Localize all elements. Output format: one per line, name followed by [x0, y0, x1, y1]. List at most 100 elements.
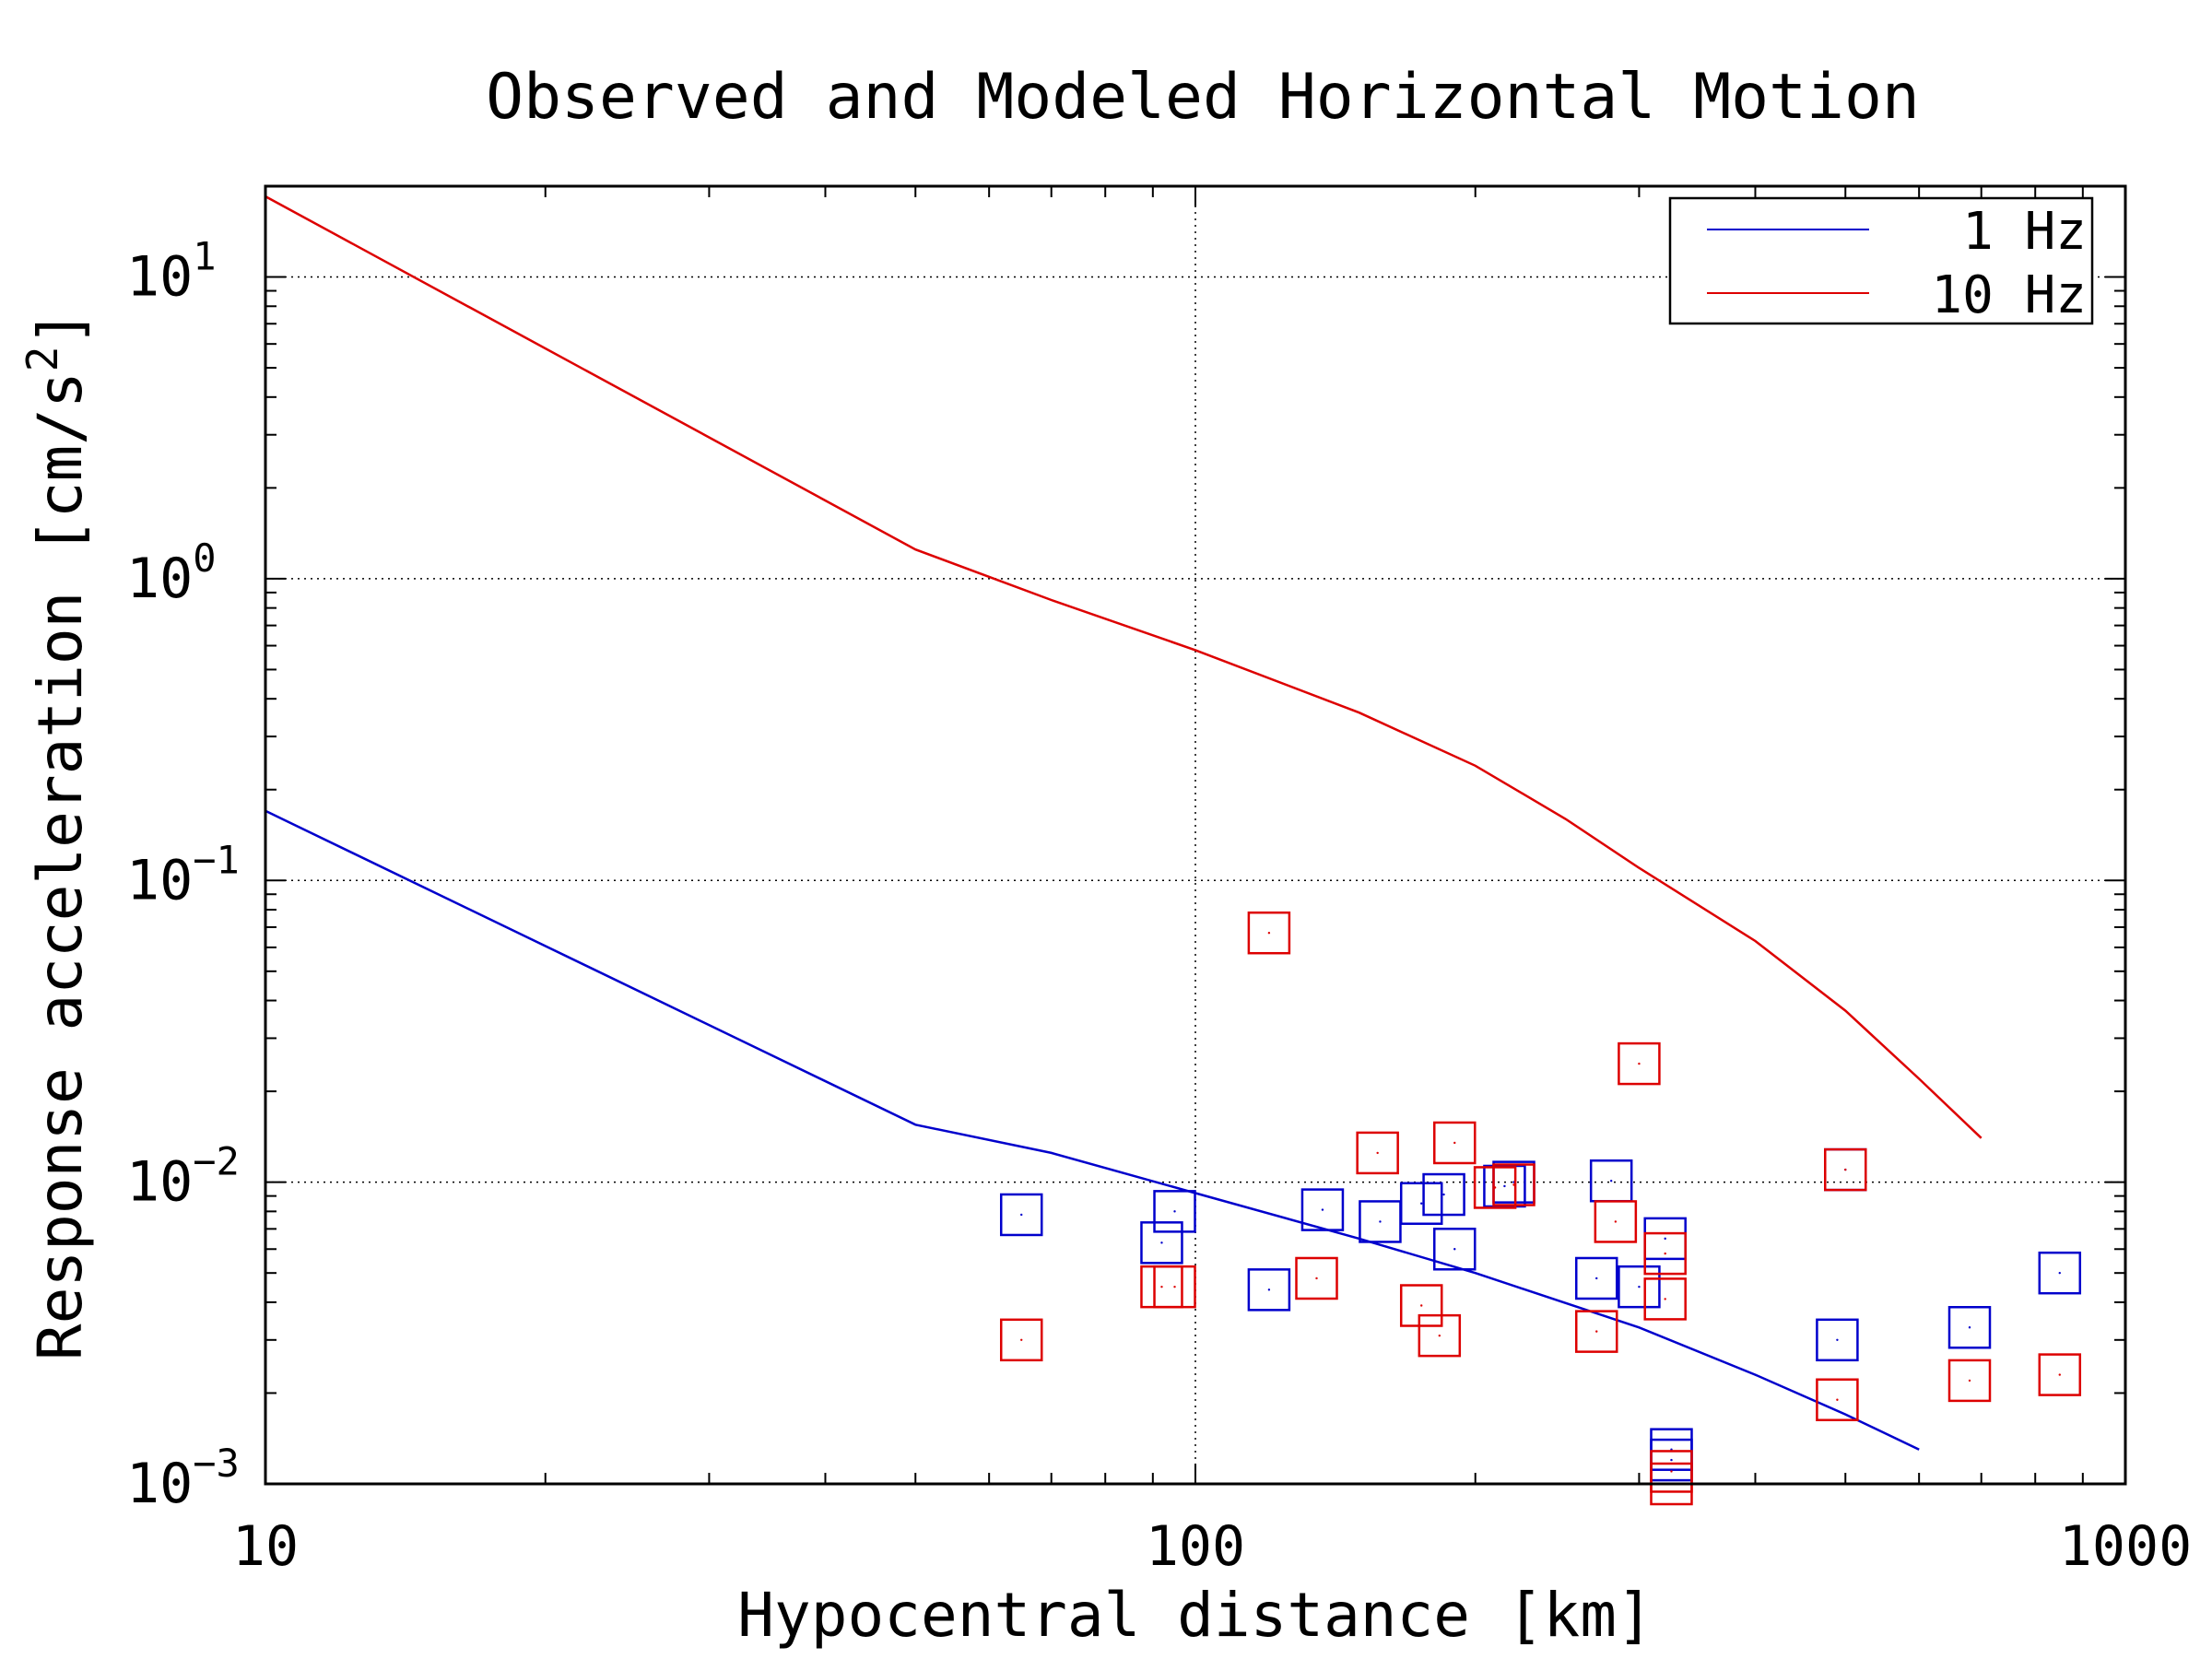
observed-point-center-1hz — [1420, 1202, 1423, 1205]
x-axis-label: Hypocentral distance [km] — [737, 1580, 1653, 1651]
y-tick-exponent: −2 — [193, 1139, 240, 1184]
y-tick-exponent: −3 — [193, 1441, 240, 1486]
observed-point-10hz — [1433, 1121, 1477, 1165]
observed-point-center-1hz — [1670, 1458, 1673, 1462]
observed-point-10hz — [1399, 1284, 1443, 1327]
observed-point-center-10hz — [1173, 1285, 1176, 1288]
observed-point-10hz — [1618, 1041, 1661, 1086]
observed-point-10hz — [1492, 1163, 1535, 1206]
observed-point-10hz — [1247, 911, 1291, 955]
observed-point-center-10hz — [1160, 1285, 1163, 1288]
y-tick-exponent: 1 — [193, 234, 216, 279]
observed-point-center-10hz — [1020, 1338, 1023, 1342]
observed-point-center-10hz — [1267, 932, 1271, 935]
observed-point-center-1hz — [1503, 1184, 1506, 1188]
observed-point-center-10hz — [1836, 1398, 1839, 1401]
observed-point-1hz — [1140, 1221, 1183, 1265]
observed-point-1hz — [1574, 1256, 1618, 1300]
observed-point-10hz — [1473, 1166, 1517, 1209]
plot-frame — [264, 184, 2127, 1486]
observed-point-1hz — [1618, 1265, 1661, 1309]
x-tick-label: 10 — [232, 1514, 299, 1579]
legend-label-10hz: 10 Hz — [1931, 265, 2087, 325]
y-tick-label: 101 — [126, 234, 217, 310]
observed-point-center-1hz — [1173, 1210, 1176, 1213]
legend: 1 Hz 10 Hz — [1668, 196, 2094, 325]
observed-point-center-10hz — [1664, 1298, 1666, 1300]
y-tick-base: 10 — [126, 1452, 193, 1516]
observed-point-center-1hz — [1442, 1193, 1445, 1196]
y-tick-label: 10−3 — [126, 1441, 240, 1516]
observed-point-center-10hz — [1420, 1304, 1423, 1307]
observed-point-1hz — [1947, 1306, 1992, 1349]
observed-point-center-1hz — [2058, 1271, 2061, 1275]
y-tick-exponent: −1 — [193, 837, 240, 882]
observed-point-10hz — [2038, 1353, 2082, 1396]
observed-point-center-10hz — [1664, 1252, 1666, 1255]
y-tick-label: 10−1 — [126, 837, 240, 912]
observed-point-1hz — [1422, 1172, 1465, 1217]
observed-point-center-10hz — [1376, 1151, 1379, 1155]
observed-point-center-10hz — [2058, 1373, 2061, 1376]
x-tick-label: 1000 — [2059, 1514, 2193, 1579]
observed-point-10hz — [1947, 1359, 1992, 1403]
observed-point-10hz — [1643, 1277, 1687, 1321]
observed-point-10hz — [1574, 1310, 1618, 1353]
observed-point-center-1hz — [1020, 1213, 1023, 1217]
observed-point-center-1hz — [1321, 1208, 1324, 1211]
observed-point-center-10hz — [1844, 1168, 1847, 1171]
y-axis-label-superscript: 2 — [18, 347, 67, 372]
observed-point-center-1hz — [1968, 1326, 1971, 1329]
observed-point-center-10hz — [1614, 1220, 1618, 1223]
observed-point-center-1hz — [1379, 1220, 1382, 1223]
observed-point-1hz — [1433, 1228, 1477, 1271]
observed-point-1hz — [2038, 1251, 2082, 1295]
observed-point-1hz — [1247, 1268, 1291, 1312]
observed-point-center-1hz — [1160, 1241, 1163, 1244]
observed-point-center-10hz — [1315, 1277, 1318, 1280]
legend-box — [1668, 196, 2094, 325]
observed-point-center-10hz — [1512, 1183, 1515, 1186]
y-axis-label-main: Response acceleration [cm/s — [25, 371, 96, 1360]
legend-label-1hz: 1 Hz — [1962, 202, 2087, 262]
observed-point-center-1hz — [1609, 1180, 1613, 1182]
x-tick-label: 100 — [1146, 1514, 1245, 1579]
observed-point-10hz — [1153, 1265, 1196, 1309]
observed-point-1hz — [1483, 1164, 1526, 1208]
observed-point-1hz — [999, 1193, 1043, 1237]
y-axis-label: Response acceleration [cm/s2] — [18, 310, 96, 1360]
y-tick-exponent: 0 — [193, 535, 216, 581]
observed-point-center-1hz — [1638, 1285, 1641, 1288]
model-lines — [265, 195, 1983, 1451]
model-line-1hz — [265, 809, 1920, 1451]
observed-point-1hz — [1300, 1188, 1345, 1231]
model-line-10hz — [265, 195, 1983, 1139]
observed-point-center-1hz — [1664, 1237, 1666, 1241]
observed-point-center-1hz — [1267, 1288, 1271, 1291]
observed-point-center-1hz — [1836, 1338, 1839, 1342]
observed-point-center-10hz — [1670, 1470, 1673, 1473]
observed-point-center-10hz — [1638, 1062, 1641, 1065]
y-tick-base: 10 — [126, 848, 193, 912]
y-axis-label-tail: ] — [25, 310, 96, 347]
observed-point-10hz — [999, 1318, 1043, 1362]
observed-point-10hz — [1418, 1313, 1462, 1358]
observed-point-center-10hz — [1968, 1379, 1971, 1382]
y-tick-base: 10 — [126, 1150, 193, 1215]
observed-point-10hz — [1824, 1147, 1867, 1192]
observed-markers — [999, 911, 2082, 1506]
observed-point-10hz — [1356, 1131, 1399, 1175]
observed-point-10hz — [1643, 1231, 1687, 1276]
observed-point-1hz — [1399, 1182, 1443, 1225]
observed-point-10hz — [1816, 1378, 1859, 1421]
observed-point-center-1hz — [1595, 1277, 1598, 1280]
observed-point-center-10hz — [1595, 1330, 1598, 1333]
observed-point-center-10hz — [1453, 1141, 1456, 1145]
y-tick-base: 10 — [126, 547, 193, 611]
observed-point-10hz — [1295, 1256, 1338, 1300]
observed-point-center-10hz — [1438, 1334, 1441, 1337]
y-tick-base: 10 — [126, 245, 193, 310]
y-tick-label: 100 — [126, 535, 217, 611]
observed-point-1hz — [1153, 1190, 1196, 1233]
